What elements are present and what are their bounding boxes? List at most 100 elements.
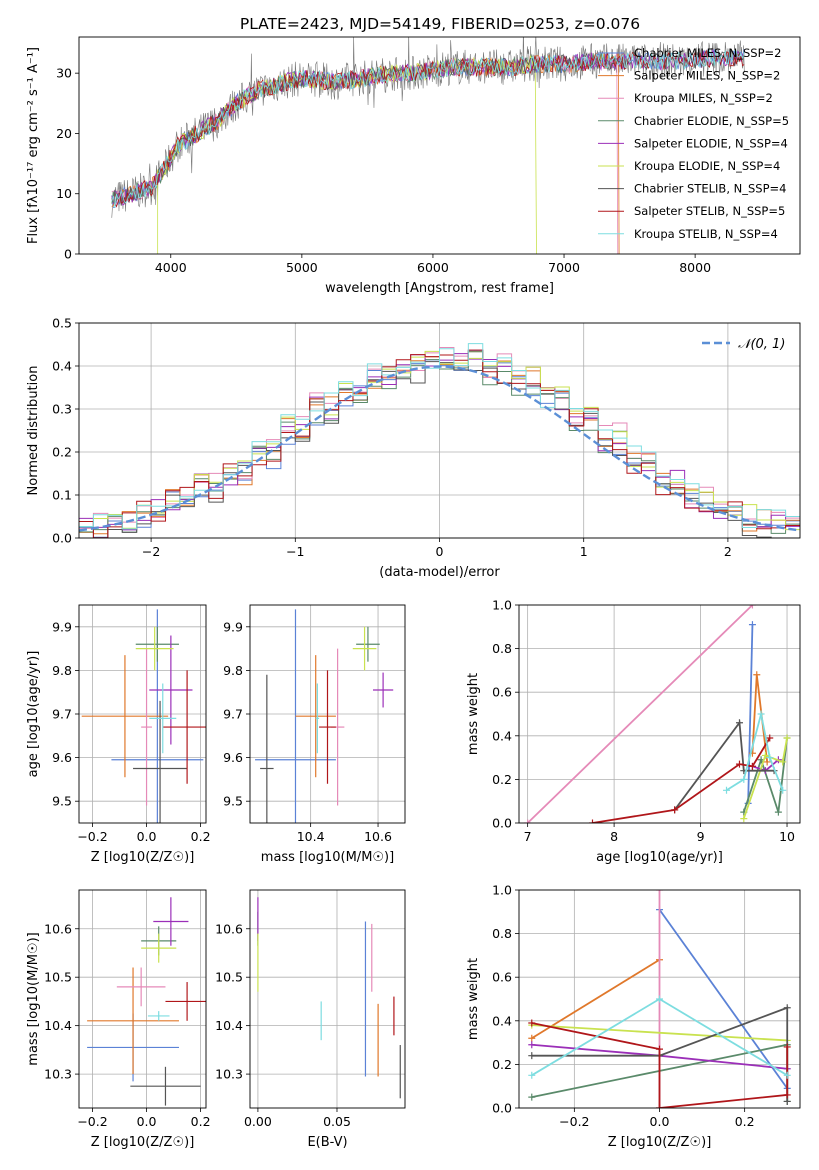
y-tick-label: 10 (56, 186, 72, 201)
series-marker (763, 758, 771, 766)
y-tick-label: 9.6 (52, 750, 72, 765)
model-spectrum-kroupa-stelib (111, 49, 745, 208)
y-tick-label: 9.8 (52, 663, 72, 678)
errorbar-point (147, 1011, 170, 1021)
series-marker (774, 808, 782, 816)
panel-2: −2 −1 0 1 2 0.0 0.1 0.2 0.3 0.4 0.5 (data-model)/er… (26, 316, 801, 580)
series-marker (723, 786, 731, 794)
y-tick-label: 0.0 (492, 816, 512, 831)
errorbar-point (135, 626, 174, 671)
series-line (531, 1022, 789, 1108)
plot-area (79, 343, 800, 538)
y-tick-label: 0.3 (52, 402, 72, 417)
legend-label: Salpeter ELODIE, N_SSP=4 (634, 136, 788, 150)
y-axis-label: mass weight (466, 673, 481, 755)
x-tick-label: 8 (610, 829, 618, 844)
axes: 10.4 10.6 9.5 9.6 9.7 9.8 9.9 mass [log10(M/M☉)… (223, 604, 406, 865)
y-axis-label: Normed distribution (26, 366, 41, 496)
panel-8: −0.2 0.0 0.2 0.0 0.2 0.4 0.6 0.8 1.0 Z [log10(Z/Z… (466, 883, 801, 1150)
y-tick-label: 0.5 (52, 316, 72, 331)
figure-title: PLATE=2423, MJD=54149, FIBERID=0253, z=0… (240, 15, 640, 33)
panel-7: 0.00 0.05 10.3 10.4 10.5 10.6 E(B-V) (215, 889, 406, 1150)
series-marker (761, 751, 769, 759)
x-tick-label: 0.0 (137, 1114, 157, 1129)
y-tick-label: 0.8 (492, 926, 512, 941)
plot-area (524, 605, 791, 823)
legend-label: Chabrier ELODIE, N_SSP=5 (634, 114, 789, 128)
series-marker (740, 815, 748, 823)
y-tick-label: 0.4 (52, 359, 72, 374)
x-axis-label: Z [log10(Z/Z☉)] (608, 1135, 712, 1150)
plot-area (257, 897, 401, 1099)
axes: 4000 5000 6000 7000 8000 0 10 20 30 wavelength [A… (26, 36, 801, 296)
series-marker (783, 1071, 791, 1079)
series-marker (588, 819, 596, 823)
series-marker (766, 734, 774, 742)
x-axis-label: wavelength [Angstrom, rest frame] (325, 281, 554, 296)
errorbar-point (116, 967, 166, 1007)
series-marker (528, 1041, 536, 1049)
series-marker (656, 890, 663, 894)
errorbar-point (255, 609, 336, 823)
errorbar-point (135, 626, 179, 662)
normal-curve (79, 365, 800, 532)
x-tick-label: 5000 (286, 260, 318, 275)
axes: −0.2 0.0 0.2 10.3 10.4 10.5 10.6 Z [log10(Z/Z☉)… (26, 889, 211, 1150)
series-marker (656, 1045, 663, 1053)
series-marker (783, 1091, 791, 1099)
x-tick-label: 0 (436, 544, 444, 559)
x-tick-label: 7000 (548, 260, 580, 275)
y-axis-label: mass weight (466, 958, 481, 1040)
errorbar-point (315, 683, 320, 754)
grid (79, 890, 206, 1108)
panel-1: 4000 5000 6000 7000 8000 0 10 20 30 wavelength [A… (26, 36, 801, 296)
x-tick-label: 0.0 (650, 1114, 670, 1129)
series-line (742, 737, 788, 813)
y-tick-label: 30 (56, 66, 72, 81)
axes-frame (78, 36, 801, 255)
y-tick-label: 1.0 (492, 883, 512, 898)
series-marker (783, 1004, 791, 1012)
y-tick-label: 0.6 (492, 685, 512, 700)
x-tick-label: −1 (286, 544, 304, 559)
series-marker (740, 775, 748, 783)
series-marker (753, 671, 761, 679)
axes: −2 −1 0 1 2 0.0 0.1 0.2 0.3 0.4 0.5 (data-model)/er… (26, 316, 801, 580)
axes-frame (249, 889, 406, 1109)
errorbar-point (153, 897, 189, 946)
y-tick-label: 10.3 (215, 1067, 243, 1082)
observed-spectrum (111, 37, 746, 218)
y-tick-label: 9.9 (52, 619, 72, 634)
x-axis-label: E(B-V) (307, 1135, 347, 1150)
plot-area (81, 609, 206, 823)
plot-area (111, 37, 746, 254)
x-axis-label: Z [log10(Z/Z☉)] (91, 850, 195, 865)
y-tick-label: 9.5 (223, 794, 243, 809)
series-marker (748, 762, 756, 770)
axes-frame (78, 322, 801, 539)
x-tick-label: 8000 (679, 260, 711, 275)
legend-label: Chabrier STELIB, N_SSP=4 (634, 182, 786, 196)
y-tick-label: 0.4 (492, 728, 512, 743)
series-line (673, 720, 775, 811)
errorbar-point (141, 648, 152, 806)
y-tick-label: 9.9 (223, 619, 243, 634)
series-marker (779, 758, 787, 766)
y-tick-label: 10.6 (44, 921, 72, 936)
y-tick-label: 10.4 (215, 1018, 243, 1033)
errorbar-point (149, 683, 177, 754)
y-tick-label: 0.6 (492, 970, 512, 985)
panel-4: 10.4 10.6 9.5 9.6 9.7 9.8 9.9 mass [log10(M/M☉)… (223, 604, 406, 865)
x-tick-label: 1 (580, 544, 588, 559)
y-tick-label: 0 (64, 247, 72, 262)
series-marker (757, 710, 765, 718)
y-tick-label: 0.0 (52, 531, 72, 546)
x-tick-label: 0.2 (735, 1114, 755, 1129)
x-tick-label: −0.2 (77, 1114, 107, 1129)
legend-label: Salpeter STELIB, N_SSP=5 (634, 204, 785, 218)
axes-frame (518, 604, 801, 824)
y-tick-label: 10.5 (44, 970, 72, 985)
legend-label: Kroupa MILES, N_SSP=2 (634, 91, 773, 105)
errorbar-point (87, 967, 179, 1075)
x-tick-label: 6000 (417, 260, 449, 275)
